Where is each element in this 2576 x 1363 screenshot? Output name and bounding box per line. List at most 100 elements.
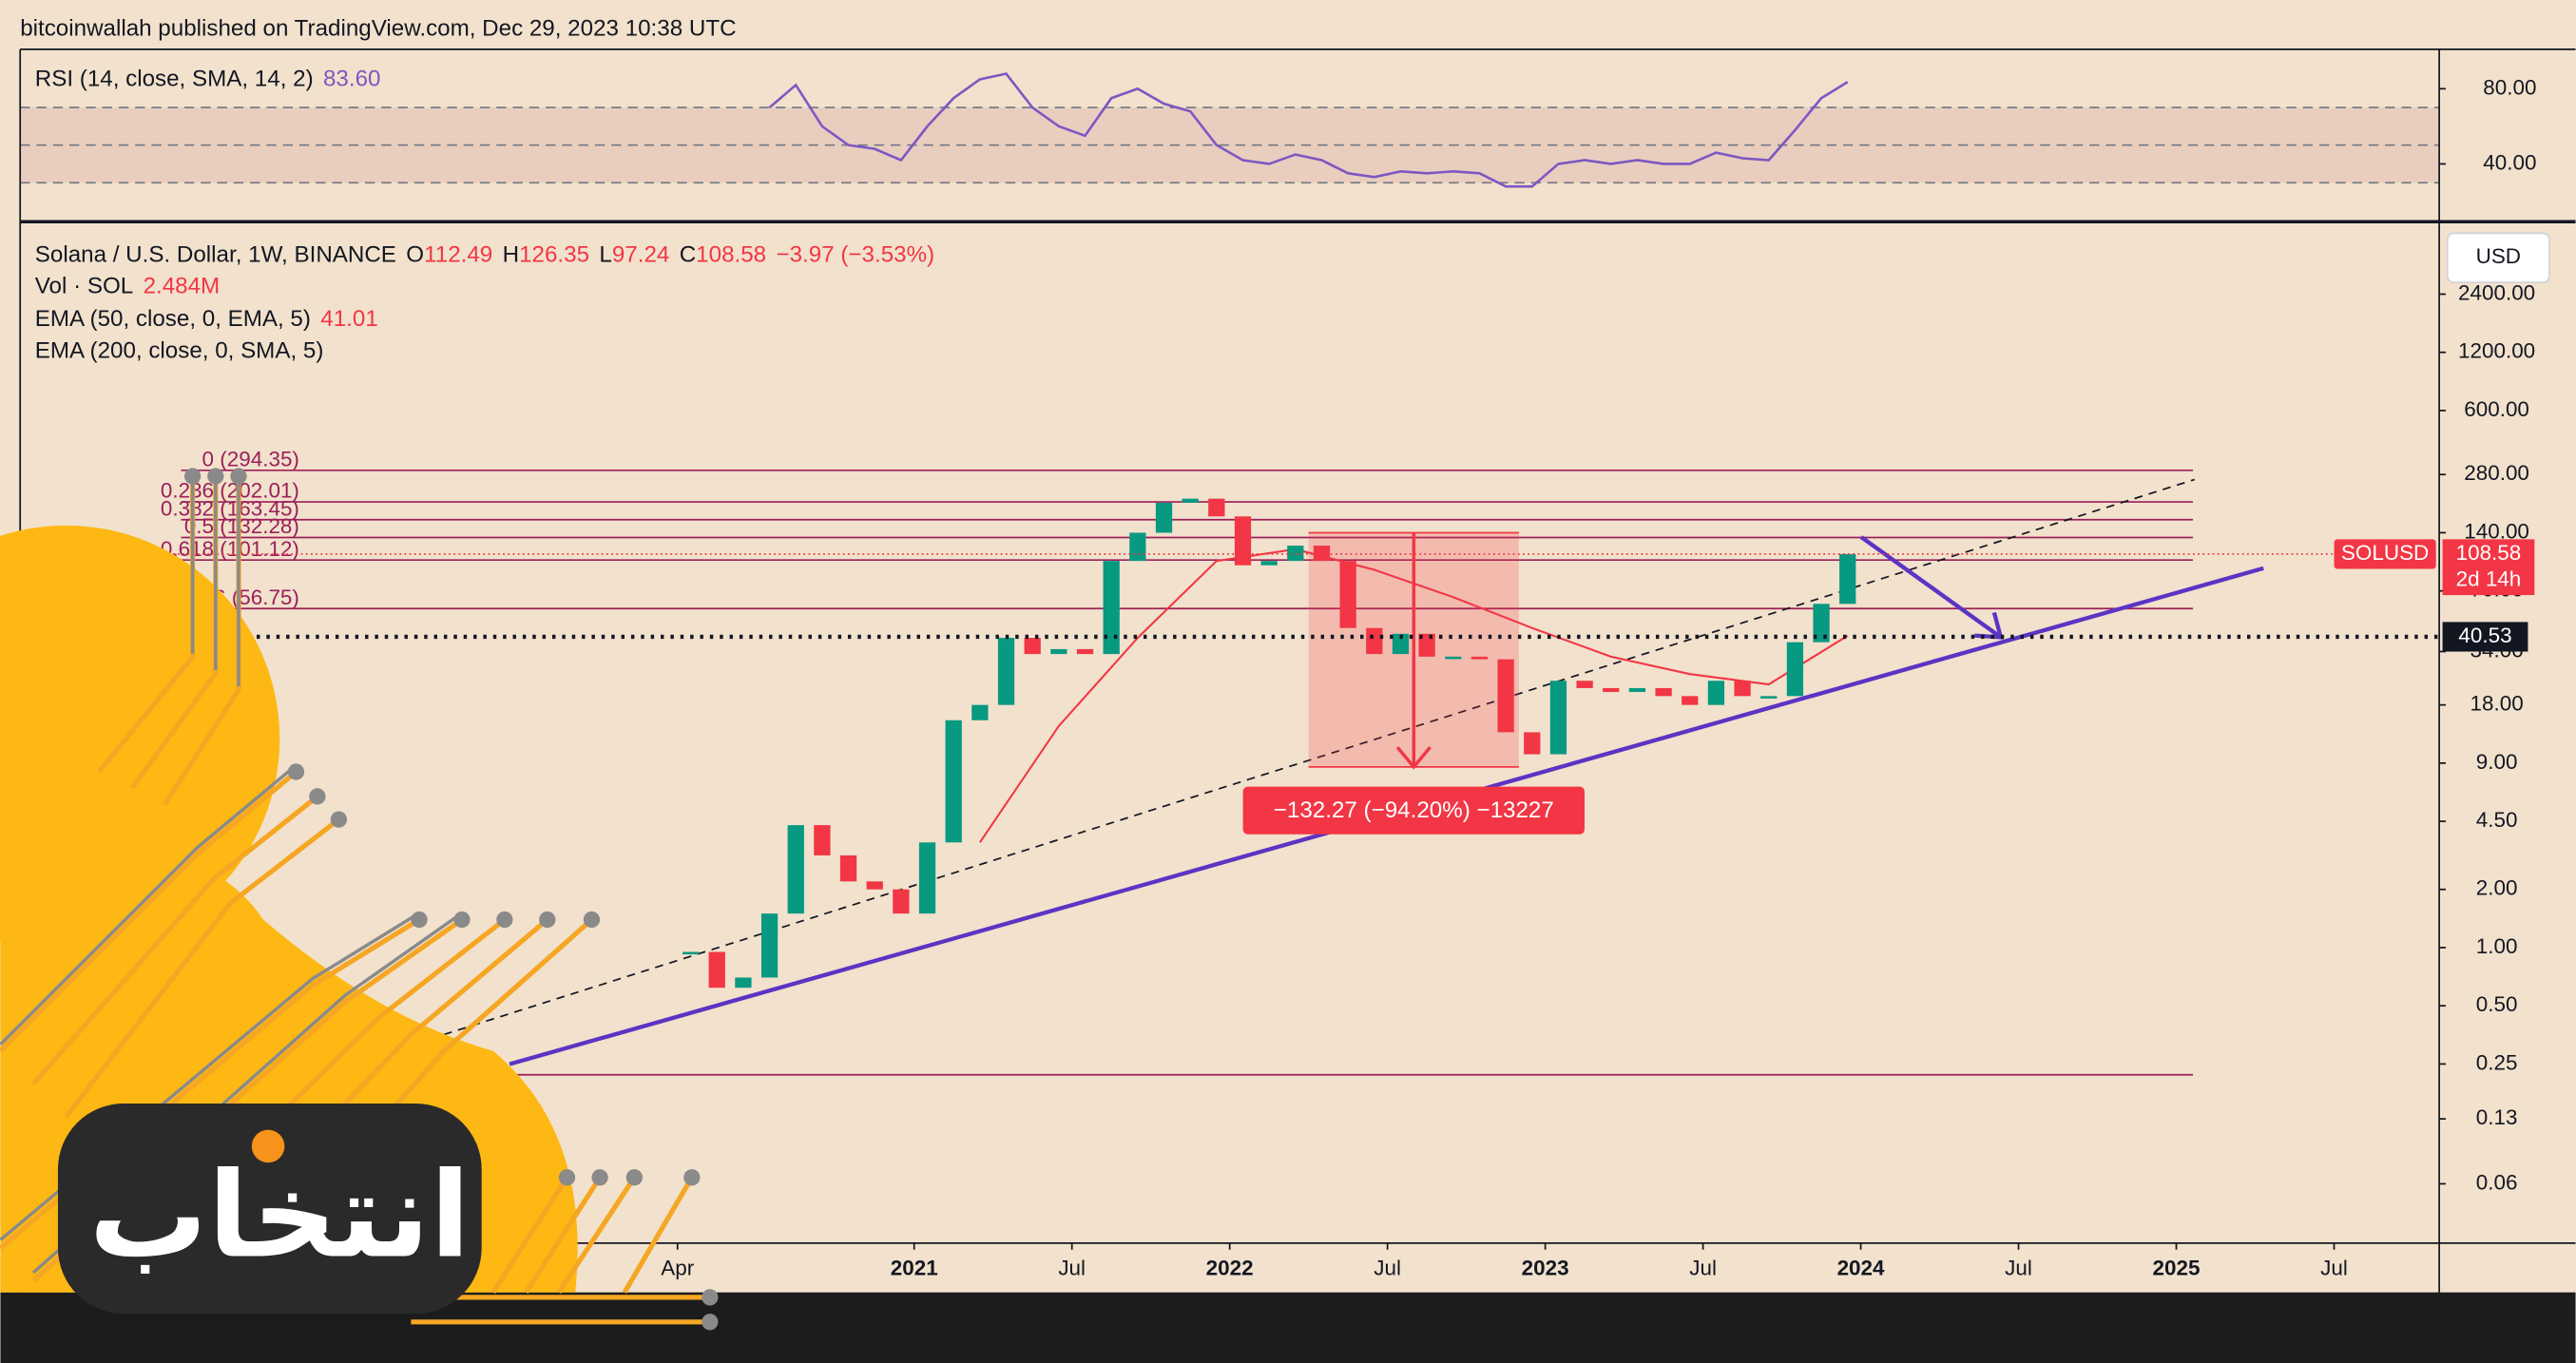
fib-label: 0.5 (132.28) [184,514,299,538]
y-tick-label: 1.00 [2476,934,2518,958]
currency-button[interactable] [2446,232,2550,284]
candle [918,842,936,914]
candle [1682,696,1699,705]
candle [893,889,910,914]
indicator-legend: EMA (50, close, 0, EMA, 5) 41.01 [35,306,378,332]
candle [735,977,752,989]
candle [1155,502,1173,533]
legend-part: 41.01 [320,306,378,332]
legend-part: 2.484M [144,274,221,299]
rsi-legend: RSI (14, close, SMA, 14, 2) 83.60 [35,67,381,92]
x-tick-label: Jul [1374,1256,1401,1279]
candle [1076,648,1094,655]
x-tick-label: 2023 [1522,1256,1569,1279]
legend-part: 112.49 [424,242,492,268]
candle [760,913,779,978]
y-tick-label: 0.25 [2476,1050,2518,1074]
x-tick-label: Jul [2320,1256,2348,1279]
candle [1603,687,1620,693]
candle [1471,656,1489,660]
fib-label: 0.382 (163.45) [161,496,299,520]
candle [787,825,804,914]
legend-part: 97.24 [612,242,670,268]
legend-part: C [680,242,696,268]
candle [1260,561,1278,566]
candle [1734,681,1751,697]
legend-part: 83.60 [323,67,381,92]
candle [1839,553,1856,605]
rsi-tick-label: 80.00 [2483,75,2536,99]
y-tick-label: 600.00 [2464,397,2529,421]
y-tick-label: 9.00 [2476,750,2518,774]
candle [1182,498,1199,503]
candle [1234,516,1252,566]
y-tick-label: 280.00 [2464,461,2529,485]
candle [682,951,700,955]
candle [1707,681,1725,705]
y-tick-label: 18.00 [2470,692,2523,716]
indicator-legend: EMA (200, close, 0, SMA, 5) [35,338,324,364]
legend-part: EMA (50, close, 0, EMA, 5) [35,306,311,332]
y-tick-label: 2.00 [2476,876,2518,900]
currency-label[interactable]: USD [2476,244,2521,268]
logo: انتخاب [0,468,719,1331]
legend-part: H [503,242,519,268]
trendline [443,478,2195,1036]
x-tick-label: 2021 [891,1256,938,1279]
candle [1524,732,1541,755]
y-tick-label: 4.50 [2476,808,2518,832]
price-legend: Solana / U.S. Dollar, 1W, BINANCE O112.49… [35,242,934,268]
legend-part: −3.97 (−3.53%) [776,242,934,268]
candle [1786,642,1804,697]
countdown-label: 2d 14h [2456,566,2522,590]
y-tick-label: 0.06 [2476,1170,2518,1194]
legend-part: O [406,242,424,268]
legend-part: 126.35 [519,242,589,268]
candle [1628,687,1646,693]
legend-part: RSI (14, close, SMA, 14, 2) [35,67,314,92]
rsi-tick-label: 40.00 [2483,150,2536,174]
y-tick-label: 0.13 [2476,1105,2518,1129]
price-box [2442,539,2535,596]
candle [1287,546,1304,562]
volume-legend: Vol · SOL 2.484M [35,274,220,299]
candle [708,951,725,989]
candle [1366,627,1383,655]
logo-text: انتخاب [88,1147,470,1284]
candle [1418,633,1435,657]
legend-part: Vol · SOL [35,274,133,299]
arrow [1859,535,2003,640]
x-tick-label: Apr [661,1256,694,1279]
candle [866,881,883,890]
rsi-pane [20,72,2440,188]
x-tick-label: 2024 [1837,1256,1885,1279]
y-tick-label: 2400.00 [2458,280,2535,304]
candle [971,704,989,720]
candle [1813,604,1830,643]
price-label: 108.58 [2456,541,2522,565]
candle [1050,648,1067,655]
candle [839,854,857,882]
fib-label: 0 (294.35) [202,447,299,470]
support-label-box [2442,622,2528,652]
measure-arrow-head [1395,746,1432,770]
candle [1549,681,1567,755]
x-tick-label: Jul [1689,1256,1717,1279]
x-tick-label: Jul [1058,1256,1086,1279]
price-pane: 0 (294.35)0.236 (202.01)0.382 (163.45)0.… [20,447,2440,1076]
candle [1655,687,1672,697]
fib-label: 0.618 (101.12) [161,537,299,561]
y-tick-label: 0.50 [2476,992,2518,1016]
candle [1208,498,1225,517]
candle [1760,696,1778,699]
candle [1024,638,1041,655]
candle [1445,656,1462,660]
symbol-box [2334,539,2436,569]
candle [997,638,1015,705]
y-tick-label: 1200.00 [2458,339,2535,363]
published-note: bitcoinwallah published on TradingView.c… [20,15,736,41]
candle [1497,659,1514,733]
y-tick-label: 140.00 [2464,519,2529,543]
